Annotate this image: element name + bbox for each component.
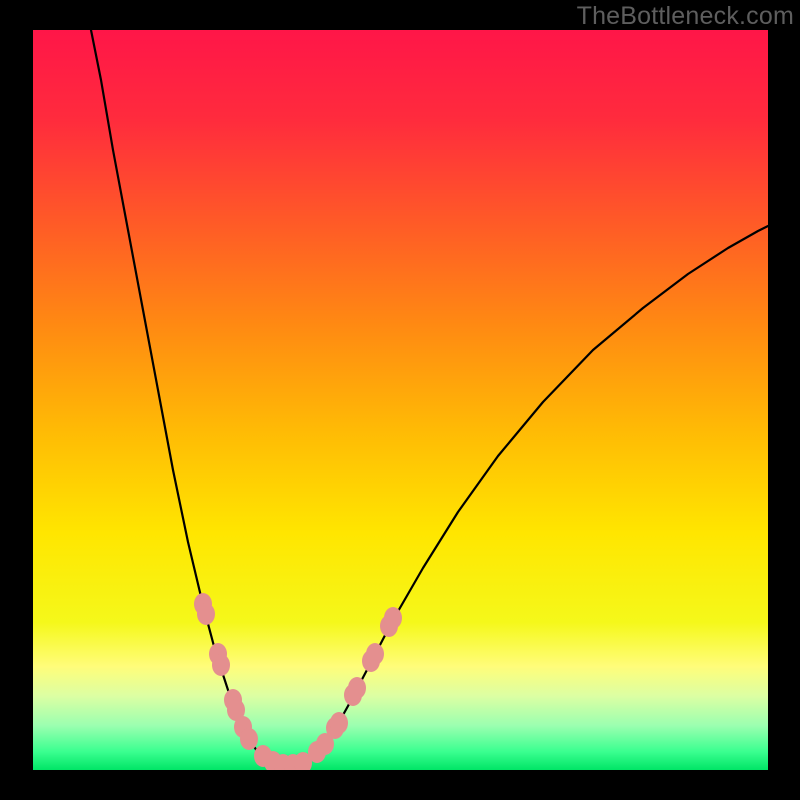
marker-left-3 [212, 654, 230, 676]
plot-svg [33, 30, 768, 770]
watermark-text: TheBottleneck.com [577, 2, 794, 31]
marker-right-9 [384, 607, 402, 629]
marker-right-3 [330, 712, 348, 734]
marker-right-5 [348, 677, 366, 699]
marker-right-7 [366, 643, 384, 665]
marker-left-7 [240, 728, 258, 750]
plot-background [33, 30, 768, 770]
marker-left-1 [197, 603, 215, 625]
plot-area [33, 30, 768, 770]
canvas: TheBottleneck.com [0, 0, 800, 800]
